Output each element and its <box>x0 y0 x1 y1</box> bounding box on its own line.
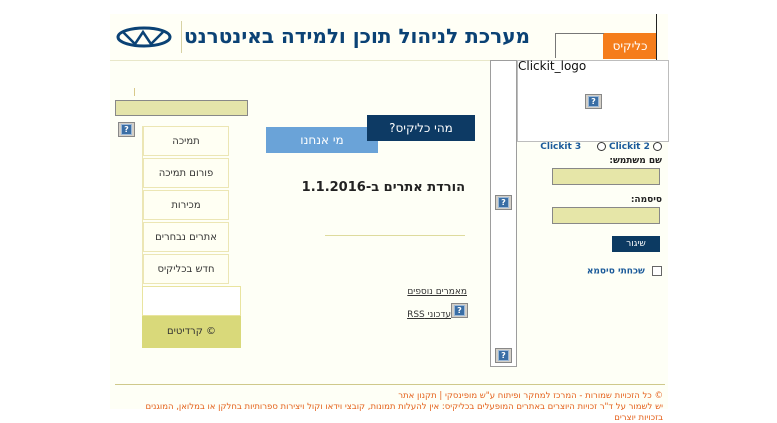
search-input[interactable] <box>115 100 248 116</box>
logo-alt-text: Clickit_logo <box>518 59 587 73</box>
forgot-password-checkbox[interactable] <box>652 266 662 276</box>
credits-button[interactable]: © קרדיטים <box>142 316 241 348</box>
forgot-password-label: שכחתי סיסמא <box>586 266 645 277</box>
password-field[interactable] <box>552 207 660 224</box>
password-label: סיסמה: <box>630 195 662 205</box>
divider-line <box>656 14 657 62</box>
divider-line <box>555 33 604 34</box>
forgot-password[interactable]: שכחתי סיסמא <box>560 266 662 280</box>
username-label: שם משתמש: <box>609 156 662 166</box>
header-bar <box>110 14 668 61</box>
radio-clickit2-label: Clickit 2 <box>608 142 650 152</box>
broken-image-icon: ? <box>585 94 602 109</box>
site-logo[interactable] <box>113 24 175 50</box>
sidebar-item-selected-sites[interactable]: אתרים נבחרים <box>143 222 229 252</box>
sidebar-item-forum[interactable]: פורום תמיכה <box>143 158 229 188</box>
tab-what-is-clickit[interactable]: מהי כליקיס? <box>367 115 475 141</box>
divider-line <box>134 88 135 96</box>
footer-notice-cont: בזכויות יוצרים <box>614 413 663 423</box>
page-title: מערכת לניהול תוכן ולמידה באינטרנט <box>184 24 530 48</box>
sidebar-item-whats-new[interactable]: חדש בכליקיס <box>143 254 229 284</box>
news-headline[interactable]: הורדת אתרים ב-1.1.2016 <box>301 180 465 195</box>
broken-image-icon: ? <box>118 122 135 137</box>
sidebar-item-sales[interactable]: מכירות <box>143 190 229 220</box>
sidebar-menu: תמיכה פורום תמיכה מכירות אתרים נבחרים חד… <box>142 126 242 286</box>
footer-divider <box>115 384 665 385</box>
radio-clickit2[interactable] <box>596 142 606 151</box>
content-separator <box>325 235 465 236</box>
footer-notice: יש לשמור על ד"ר זכויות היוצרים באתרים המ… <box>145 402 663 412</box>
broken-image-icon: ? <box>495 195 512 210</box>
sidebar-empty-slot <box>142 286 241 316</box>
divider-line <box>555 33 556 58</box>
side-column-strip <box>490 60 517 367</box>
rss-icon[interactable]: ? <box>451 303 468 318</box>
clickit-tab[interactable]: כליקיס <box>603 33 657 59</box>
username-field[interactable] <box>552 168 660 185</box>
broken-image-icon: ? <box>495 348 512 363</box>
radio-clickit3[interactable] <box>653 142 662 151</box>
login-submit-button[interactable]: שיגור <box>612 236 660 252</box>
radio-clickit3-label: Clickit 3 <box>540 142 582 152</box>
rss-link[interactable]: עדכוני RSS <box>407 310 451 320</box>
version-selector: Clickit 3 Clickit 2 <box>532 142 662 156</box>
tab-who-we-are[interactable]: מי אנחנו <box>266 127 378 153</box>
logo-divider <box>181 21 182 53</box>
footer-copyright: © כל הזכויות שמורות - המרכז למחקר ופיתוח… <box>398 391 663 401</box>
sidebar-item-support[interactable]: תמיכה <box>143 126 229 156</box>
more-articles-link[interactable]: מאמרים נוספים <box>407 287 467 297</box>
